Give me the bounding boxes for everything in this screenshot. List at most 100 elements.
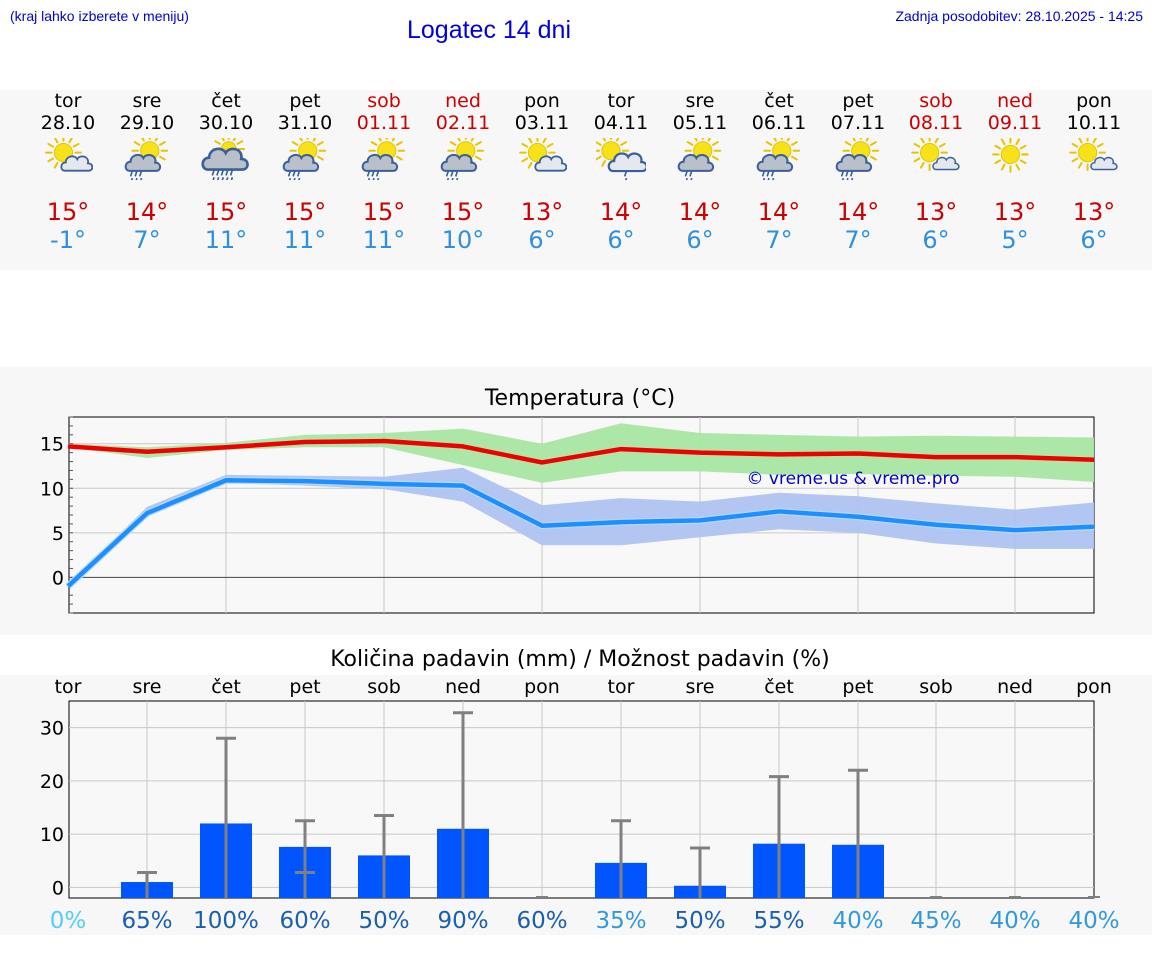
min-temp: 6° xyxy=(686,226,714,254)
min-temp: 6° xyxy=(528,226,556,254)
x-category-label: čet xyxy=(764,676,794,698)
y-tick-label: 10 xyxy=(40,478,64,500)
max-temp: 14° xyxy=(678,198,722,226)
forecast-day: čet 06.11 14° 7° xyxy=(739,90,819,254)
day-date: 09.11 xyxy=(987,112,1043,134)
y-tick-label: 15 xyxy=(40,434,64,456)
day-date: 06.11 xyxy=(751,112,807,134)
min-temp: 5° xyxy=(1001,226,1029,254)
day-name: ned xyxy=(997,90,1033,112)
temperature-chart: 0 5 10 15 © vreme.us & vreme.pro xyxy=(40,416,1095,614)
y-tick-label: 0 xyxy=(52,567,64,589)
min-temp: 6° xyxy=(922,226,950,254)
x-category-label: sre xyxy=(686,676,715,698)
forecast-day: ned 02.11 15° 10° xyxy=(423,90,503,254)
precip-probability: 65% xyxy=(121,908,172,934)
page-title: Logatec 14 dni xyxy=(406,16,572,44)
day-name: tor xyxy=(607,90,635,112)
min-temp: -1° xyxy=(50,226,86,254)
forecast-day: sre 05.11 14° 6° xyxy=(660,90,740,254)
sun-icon xyxy=(992,138,1029,173)
precip-probability: 40% xyxy=(1068,908,1119,934)
precip-probability: 55% xyxy=(753,908,804,934)
sun-big-cloud-rain-icon xyxy=(596,138,646,180)
max-temp: 15° xyxy=(362,198,406,226)
x-category-label: čet xyxy=(211,676,241,698)
forecast-day: tor 04.11 14° 6° xyxy=(581,90,661,254)
forecast-days-band xyxy=(0,90,1152,270)
y-tick-label: 30 xyxy=(40,718,64,740)
sun-cloud-rain-icon xyxy=(361,138,406,180)
precip-probability: 50% xyxy=(358,908,409,934)
sun-cloud-rain-icon xyxy=(124,138,169,180)
x-category-label: sob xyxy=(367,676,401,698)
y-tick-label: 10 xyxy=(40,824,64,846)
day-date: 01.11 xyxy=(356,112,412,134)
forecast-day: čet 30.10 15° 11° xyxy=(186,90,266,254)
sun-cloud-rain-icon xyxy=(282,138,327,180)
day-name: sob xyxy=(367,90,401,112)
day-date: 05.11 xyxy=(672,112,728,134)
day-name: čet xyxy=(764,90,794,112)
day-name: sre xyxy=(132,90,162,112)
min-temperature-line xyxy=(66,478,1095,588)
y-tick-label: 20 xyxy=(40,771,64,793)
min-temp: 7° xyxy=(765,226,793,254)
max-temp: 13° xyxy=(914,198,958,226)
day-name: sre xyxy=(685,90,715,112)
x-category-label: pet xyxy=(289,676,320,698)
x-category-label: pet xyxy=(842,676,873,698)
precip-probability: 60% xyxy=(516,908,567,934)
day-name: pet xyxy=(842,90,874,112)
forecast-day: pet 07.11 14° 7° xyxy=(818,90,898,254)
precipitation-chart: 0 10 20 30 tor sre čet pet sob ned pon tor sre čet pet… xyxy=(40,676,1120,934)
sun-cloud-light-rain-icon xyxy=(677,138,722,180)
forecast-day: pet 31.10 15° 11° xyxy=(265,90,345,254)
max-temp: 14° xyxy=(836,198,880,226)
sun-cloud-rain-icon xyxy=(835,138,880,180)
x-category-label: ned xyxy=(997,676,1033,698)
max-temp: 14° xyxy=(757,198,801,226)
x-category-label: sre xyxy=(133,676,162,698)
precipitation-chart-title: Količina padavin (mm) / Možnost padavin … xyxy=(330,647,830,672)
x-category-label: sob xyxy=(919,676,953,698)
day-name: pon xyxy=(1076,90,1112,112)
day-date: 28.10 xyxy=(40,112,96,134)
max-temp: 15° xyxy=(283,198,327,226)
precip-probability: 40% xyxy=(832,908,883,934)
max-temp: 13° xyxy=(1072,198,1116,226)
min-temp: 6° xyxy=(607,226,635,254)
max-temp: 13° xyxy=(520,198,564,226)
min-range-band xyxy=(68,467,1094,589)
max-temp: 15° xyxy=(46,198,90,226)
precip-probability: 50% xyxy=(674,908,725,934)
day-date: 29.10 xyxy=(119,112,175,134)
precip-probability: 35% xyxy=(595,908,646,934)
precip-probability: 40% xyxy=(989,908,1040,934)
temperature-chart-title: Temperatura (°C) xyxy=(484,386,676,411)
forecast-day: ned 09.11 13° 5° xyxy=(975,90,1055,254)
sun-cloud-icon xyxy=(519,138,567,172)
sun-small-cloud-icon xyxy=(1069,138,1118,171)
day-date: 04.11 xyxy=(593,112,649,134)
y-tick-label: 5 xyxy=(52,523,64,545)
day-name: pet xyxy=(289,90,321,112)
day-date: 10.11 xyxy=(1066,112,1122,134)
min-temp: 10° xyxy=(441,226,485,254)
forecast-day: sre 29.10 14° 7° xyxy=(107,90,187,254)
day-date: 08.11 xyxy=(908,112,964,134)
watermark: © vreme.us & vreme.pro xyxy=(746,469,959,489)
precip-probability: 60% xyxy=(279,908,330,934)
day-date: 31.10 xyxy=(277,112,333,134)
day-name: čet xyxy=(211,90,241,112)
day-date: 02.11 xyxy=(435,112,491,134)
x-category-label: ned xyxy=(445,676,481,698)
forecast-day: tor 28.10 15° -1° xyxy=(28,90,108,254)
max-temp: 15° xyxy=(441,198,485,226)
min-temp: 11° xyxy=(204,226,248,254)
location-note: (kraj lahko izberete v meniju) xyxy=(10,8,189,24)
last-update: Zadnja posodobitev: 28.10.2025 - 14:25 xyxy=(895,8,1143,24)
precip-probability: 100% xyxy=(193,908,259,934)
min-temp: 7° xyxy=(133,226,161,254)
precip-probability: 90% xyxy=(437,908,488,934)
